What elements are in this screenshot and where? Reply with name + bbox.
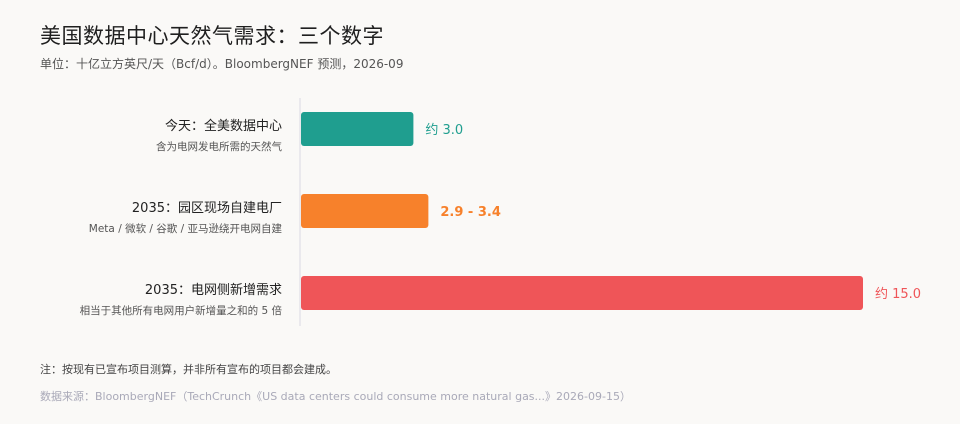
- bar-3: [301, 276, 863, 310]
- category-sublabel-2: Meta / 微软 / 谷歌 / 亚马逊绕开电网自建: [89, 222, 283, 235]
- category-label-2: 2035：园区现场自建电厂: [132, 201, 282, 216]
- chart-subtitle: 单位：十亿立方英尺/天（Bcf/d）。BloombergNEF 预测，2026-…: [40, 57, 404, 71]
- category-sublabel-1: 含为电网发电所需的天然气: [156, 140, 282, 153]
- bar-value-label-2: 2.9 - 3.4: [440, 205, 501, 220]
- category-label-1: 今天：全美数据中心: [165, 118, 282, 134]
- category-sublabel-3: 相当于其他所有电网用户新增量之和的 5 倍: [80, 304, 283, 317]
- source-note: 数据来源：BloombergNEF（TechCrunch《US data cen…: [40, 390, 631, 403]
- bar-2: [301, 194, 429, 228]
- footnote: 注：按现有已宣布项目测算，并非所有宣布的项目都会建成。: [40, 363, 337, 376]
- bar-1: [301, 112, 414, 146]
- chart-title: 美国数据中心天然气需求：三个数字: [40, 24, 384, 48]
- category-label-3: 2035：电网侧新增需求: [145, 282, 282, 298]
- bar-value-label-3: 约 15.0: [875, 287, 921, 302]
- bar-value-label-1: 约 3.0: [425, 123, 463, 138]
